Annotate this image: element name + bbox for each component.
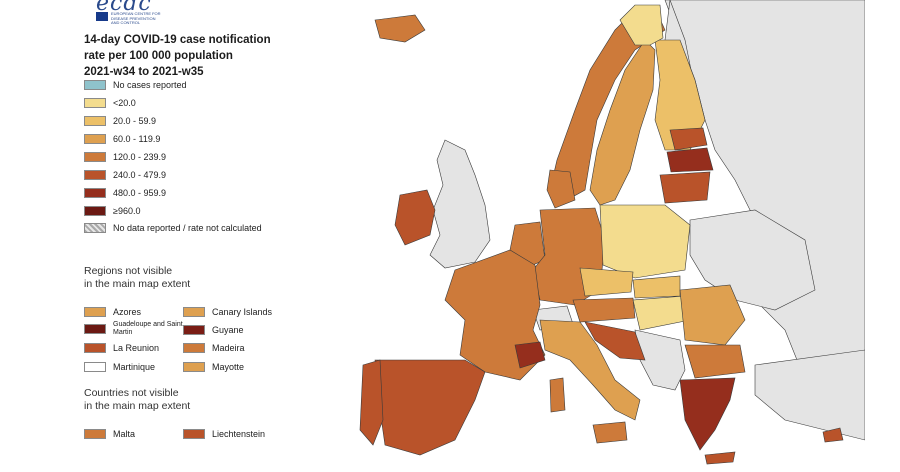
sardinia (549, 377, 566, 413)
denmark (546, 169, 576, 209)
italy (539, 319, 641, 421)
region-label: Mayotte (212, 362, 245, 372)
finland-north (619, 4, 664, 46)
latvia (666, 147, 714, 173)
iceland (374, 14, 426, 43)
legend-swatch (84, 98, 106, 108)
region-label: Guadeloupe and Saint Martin (113, 321, 183, 336)
crete (704, 451, 736, 465)
legend-label: 240.0 - 479.9 (113, 170, 167, 180)
title-line-3: 2021-w34 to 2021-w35 (84, 66, 204, 78)
legend-label: 120.0 - 239.9 (113, 152, 167, 162)
legend-label: 60.0 - 119.9 (113, 134, 161, 144)
legend-label: No cases reported (113, 80, 187, 90)
region-la-reunion: La Reunion (84, 342, 159, 354)
region-label: Canary Islands (212, 307, 273, 317)
region-swatch (84, 307, 106, 317)
sweden (589, 39, 656, 206)
bulgaria (684, 344, 746, 379)
region-guyane: Guyane (183, 324, 244, 336)
regions-heading: Regions not visible in the main map exte… (84, 265, 191, 290)
balkans-non-eu (634, 329, 686, 391)
region-swatch (183, 343, 205, 353)
title-line-2: rate per 100 000 population (84, 50, 233, 62)
sicily (592, 421, 628, 444)
slovakia (632, 275, 681, 299)
ecdc-logo: ecdc EUROPEAN CENTRE FOR DISEASE PREVENT… (94, 0, 164, 26)
legend-label: ≥960.0 (113, 206, 141, 216)
logo-org-name: EUROPEAN CENTRE FOR DISEASE PREVENTION A… (111, 11, 161, 25)
region-azores: Azores (84, 306, 141, 318)
country-label: Liechtenstein (212, 429, 266, 439)
legend-label: 480.0 - 959.9 (113, 188, 167, 198)
region-swatch (84, 362, 106, 372)
france-south-hotspot (514, 341, 546, 369)
legend-item-no-cases: No cases reported (84, 79, 187, 91)
legend-label: <20.0 (113, 98, 136, 108)
ireland (394, 189, 436, 246)
region-swatch (84, 324, 106, 334)
uk-non-eu (429, 139, 491, 269)
legend-item-240-479: 240.0 - 479.9 (84, 169, 166, 181)
logo-wordmark: ecdc (96, 0, 152, 16)
cyprus (822, 427, 844, 443)
legend-item-20-59: 20.0 - 59.9 (84, 115, 156, 127)
country-swatch (183, 429, 205, 439)
region-martinique: Martinique (84, 361, 155, 373)
title-line-1: 14-day COVID-19 case notification (84, 34, 271, 46)
poland (599, 204, 691, 279)
region-madeira: Madeira (183, 342, 245, 354)
legend-item-gte960: ≥960.0 (84, 205, 140, 217)
countries-heading: Countries not visible in the main map ex… (84, 387, 191, 412)
region-label: Guyane (212, 325, 244, 335)
region-swatch (183, 362, 205, 372)
region-label: Madeira (212, 343, 245, 353)
estonia (669, 127, 708, 151)
country-liechtenstein: Liechtenstein (183, 428, 265, 440)
portugal (359, 359, 384, 446)
map-svg (335, 0, 865, 472)
region-guadeloupe: Guadeloupe and Saint Martin (84, 321, 183, 336)
region-swatch (183, 325, 205, 335)
region-swatch (183, 307, 205, 317)
legend-swatch (84, 206, 106, 216)
country-swatch (84, 429, 106, 439)
legend-swatch (84, 152, 106, 162)
eu-flag-icon (96, 12, 108, 21)
legend-item-60-119: 60.0 - 119.9 (84, 133, 160, 145)
country-label: Malta (113, 429, 136, 439)
legend-swatch (84, 223, 106, 233)
region-label: La Reunion (113, 343, 160, 353)
legend-swatch (84, 134, 106, 144)
legend-item-480-959: 480.0 - 959.9 (84, 187, 166, 199)
norway (549, 7, 666, 201)
legend-swatch (84, 80, 106, 90)
region-canary-islands: Canary Islands (183, 306, 272, 318)
lithuania (659, 171, 711, 204)
legend-item-no-data: No data reported / rate not calculated (84, 222, 262, 234)
region-swatch (84, 343, 106, 353)
legend-swatch (84, 188, 106, 198)
czechia (579, 267, 634, 297)
ukraine-non-eu (689, 209, 816, 311)
romania (679, 284, 746, 346)
legend-swatch (84, 170, 106, 180)
legend-label: 20.0 - 59.9 (113, 116, 157, 126)
greece (679, 377, 736, 451)
europe-choropleth-map (335, 0, 865, 472)
legend-label: No data reported / rate not calculated (113, 223, 262, 233)
region-label: Azores (113, 307, 142, 317)
legend-swatch (84, 116, 106, 126)
austria (572, 297, 636, 323)
country-malta: Malta (84, 428, 135, 440)
slovenia-croatia (584, 321, 646, 361)
legend-item-lt20: <20.0 (84, 97, 136, 109)
legend-item-120-239: 120.0 - 239.9 (84, 151, 166, 163)
map-title: 14-day COVID-19 case notification rate p… (84, 32, 271, 80)
region-label: Martinique (113, 362, 156, 372)
turkey-non-eu (754, 349, 865, 441)
region-mayotte: Mayotte (183, 361, 244, 373)
